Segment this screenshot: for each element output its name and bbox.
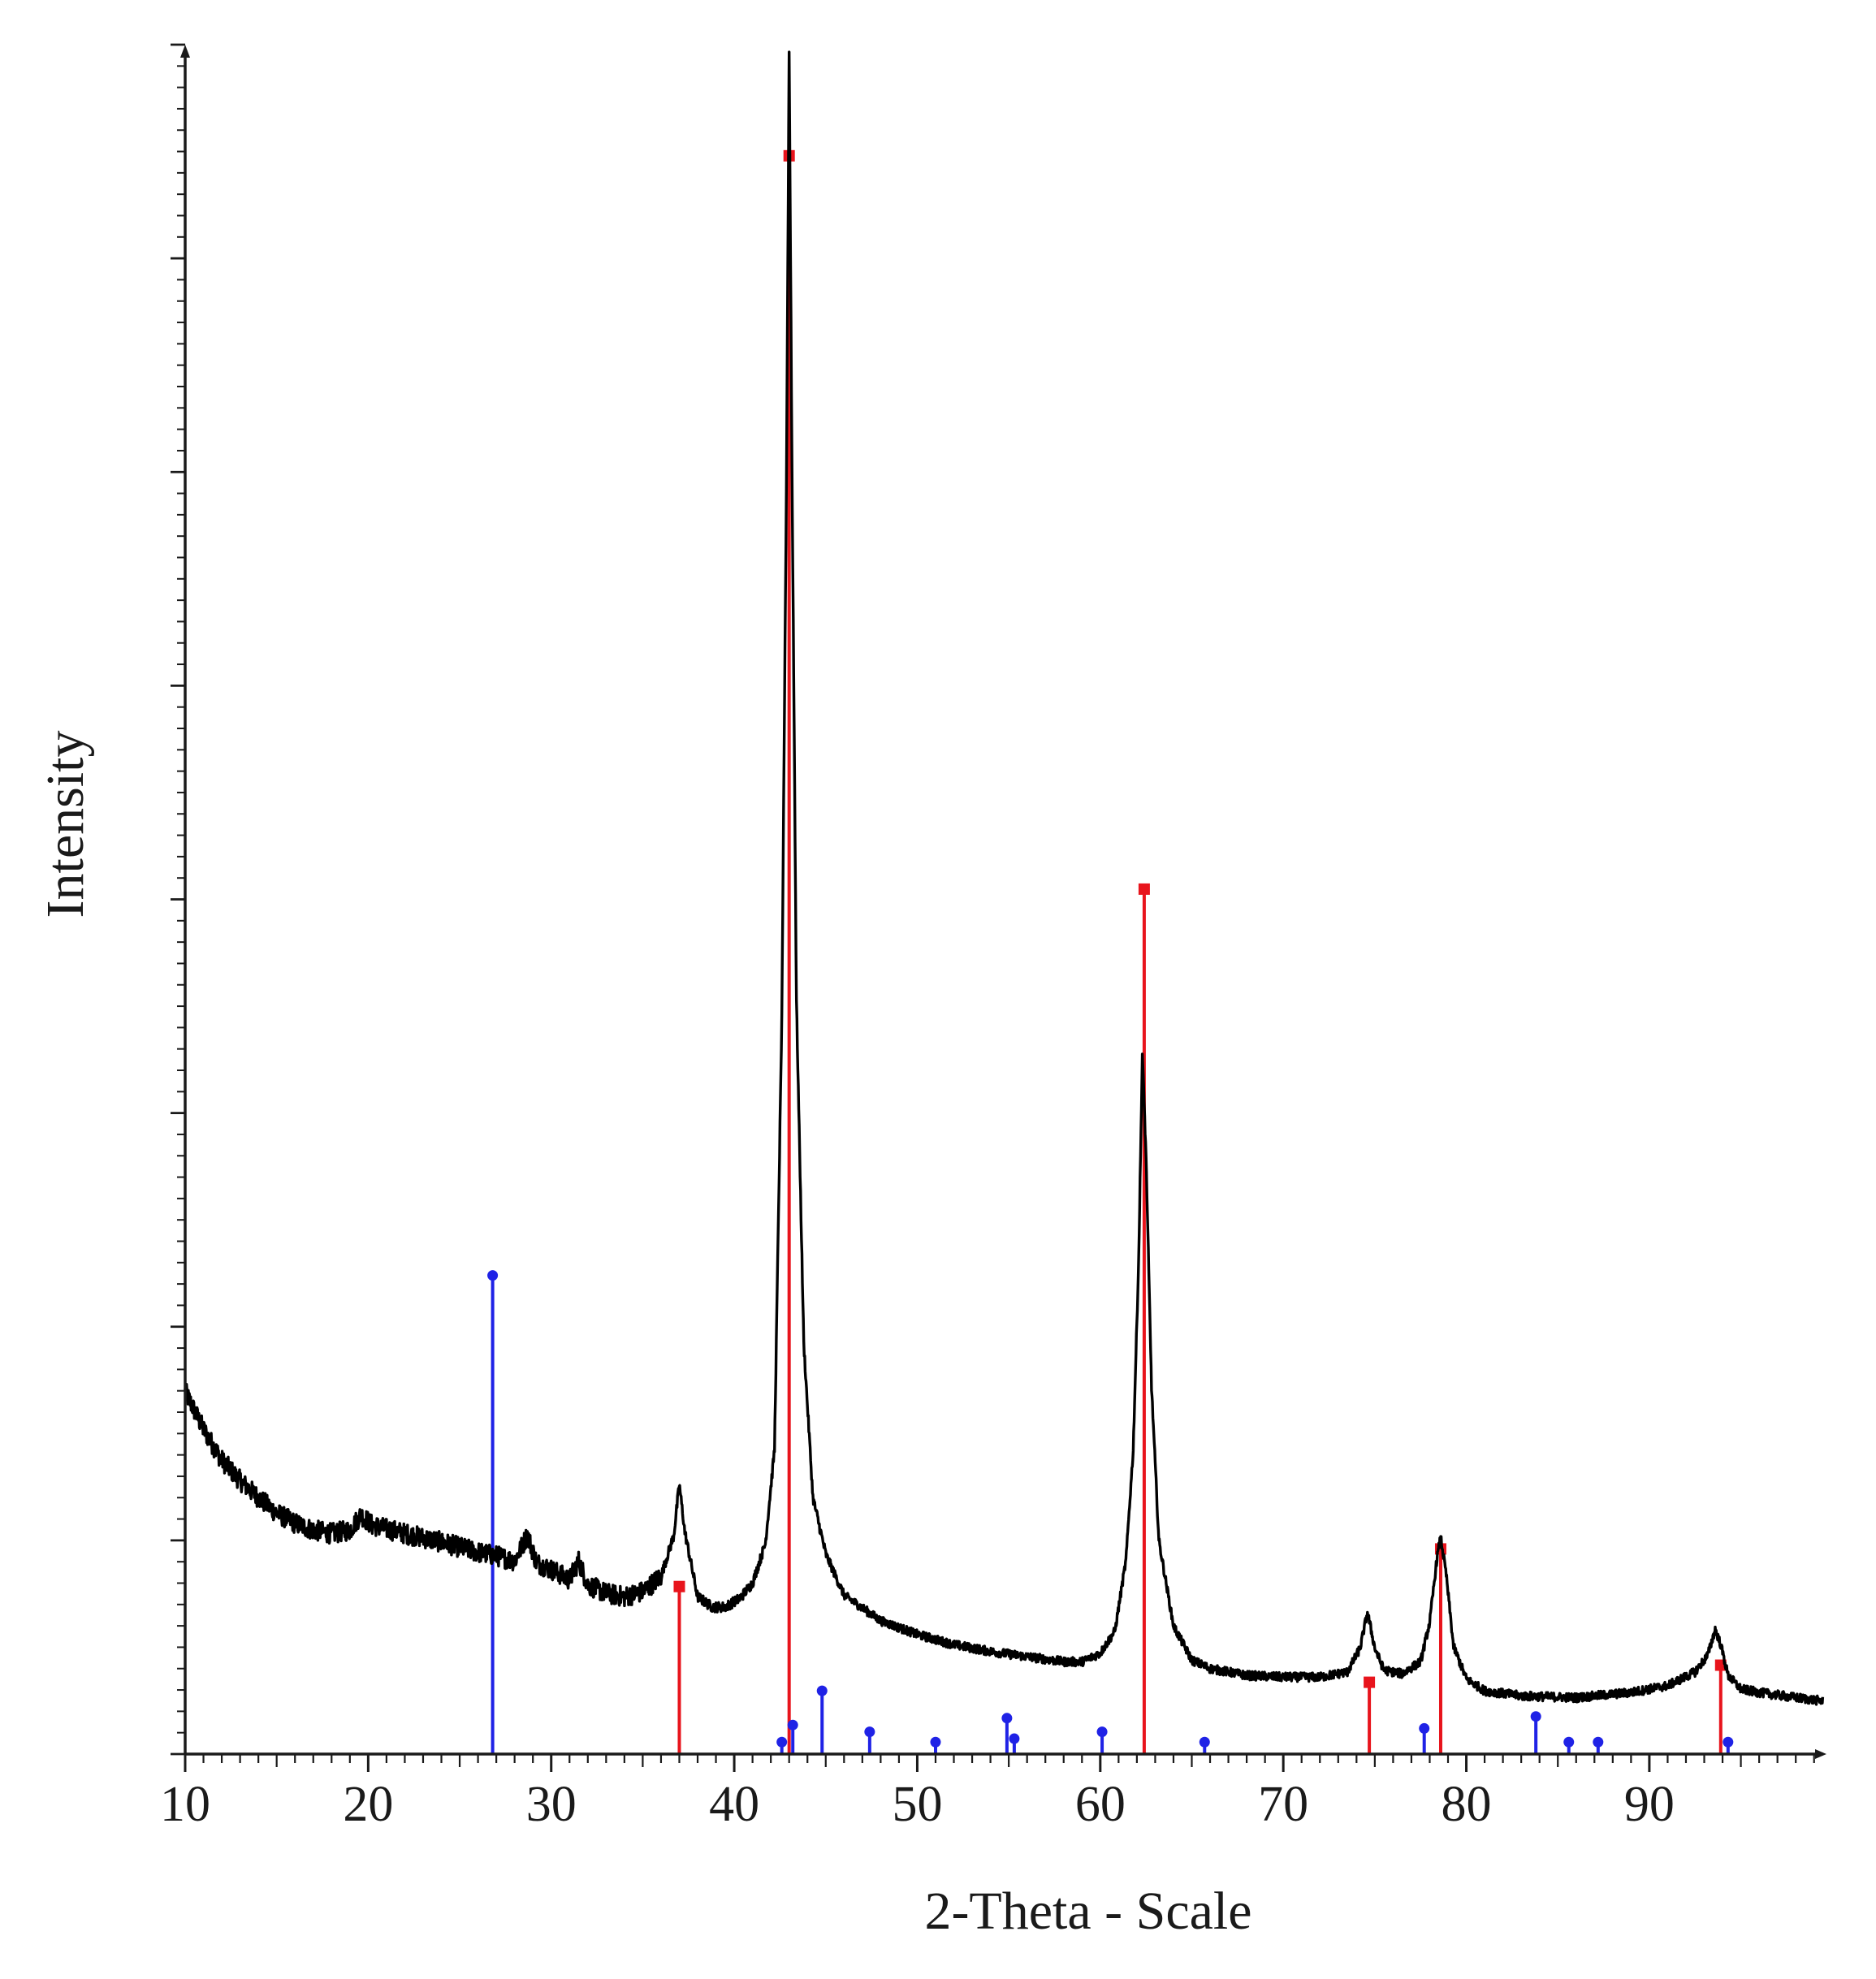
y-axis-title: Intensity bbox=[36, 731, 95, 918]
x-axis-arrow bbox=[1815, 1749, 1826, 1759]
stick-marker bbox=[1138, 883, 1150, 895]
x-axis-title: 2-Theta - Scale bbox=[924, 1882, 1251, 1941]
x-tick-label: 20 bbox=[343, 1777, 393, 1832]
stick-marker bbox=[487, 1270, 499, 1281]
x-ticks bbox=[184, 1754, 1815, 1772]
stick-marker bbox=[1723, 1736, 1734, 1748]
stick-marker bbox=[1001, 1713, 1013, 1724]
y-axis-arrow bbox=[180, 45, 190, 58]
stick-marker bbox=[1530, 1711, 1541, 1722]
stick-marker bbox=[1009, 1733, 1020, 1744]
stick-marker bbox=[930, 1736, 941, 1748]
pattern-layer bbox=[184, 50, 1825, 1706]
stick-marker bbox=[864, 1726, 875, 1738]
stick-marker bbox=[1364, 1676, 1376, 1688]
x-tick-labels: 10 20 30 40 50 60 70 80 90 bbox=[160, 1777, 1675, 1832]
stick-marker bbox=[1593, 1736, 1604, 1748]
stick-marker bbox=[1096, 1726, 1108, 1738]
stick-series-2 bbox=[487, 1270, 1734, 1754]
stick-marker bbox=[1419, 1722, 1430, 1734]
x-tick-label: 60 bbox=[1075, 1777, 1126, 1832]
x-tick-label: 80 bbox=[1442, 1777, 1492, 1832]
stick-marker bbox=[673, 1580, 685, 1592]
x-tick-label: 10 bbox=[160, 1777, 210, 1832]
stick-marker bbox=[787, 1719, 798, 1731]
stick-series-1 bbox=[673, 149, 1727, 1754]
stick-marker bbox=[1199, 1736, 1210, 1748]
stick-marker bbox=[816, 1685, 828, 1696]
y-ticks bbox=[171, 43, 185, 1756]
axes bbox=[171, 43, 1826, 1772]
reference-sticks bbox=[487, 149, 1734, 1754]
x-tick-label: 40 bbox=[709, 1777, 759, 1832]
x-tick-label: 70 bbox=[1258, 1777, 1308, 1832]
diffraction-pattern-line bbox=[184, 50, 1825, 1706]
x-tick-label: 50 bbox=[892, 1777, 942, 1832]
stick-marker bbox=[776, 1736, 788, 1748]
x-tick-label: 90 bbox=[1624, 1777, 1675, 1832]
stick-marker bbox=[1563, 1736, 1575, 1748]
x-tick-label: 30 bbox=[526, 1777, 577, 1832]
